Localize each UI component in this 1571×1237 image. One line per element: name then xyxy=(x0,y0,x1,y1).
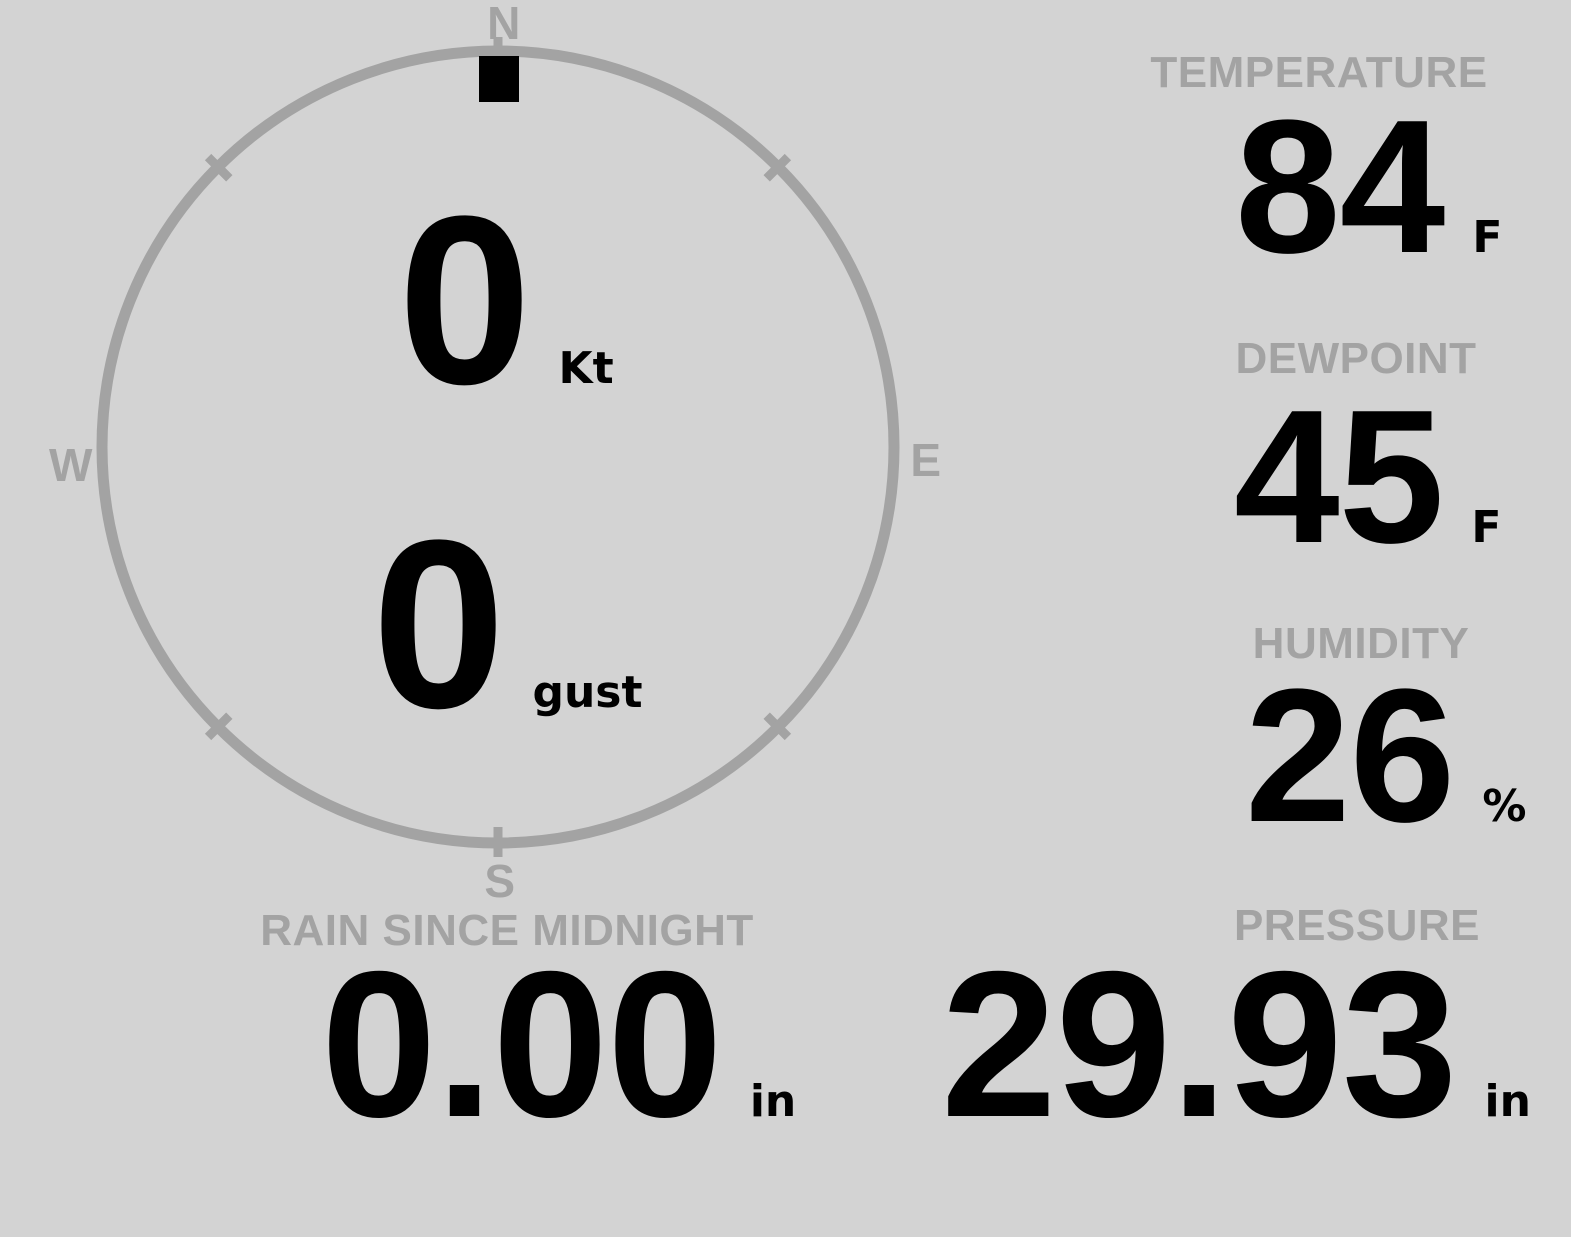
pressure-unit: in xyxy=(1484,1076,1531,1127)
wind-gust-value-row: 0 gust xyxy=(372,504,643,744)
rain-unit: in xyxy=(749,1076,797,1127)
pressure-value-row: 29.93 in xyxy=(941,941,1531,1149)
compass-ring-graphic xyxy=(96,37,900,857)
compass-label-west: W xyxy=(49,439,93,491)
pressure-value: 29.93 xyxy=(941,929,1458,1161)
dewpoint-value-row: 45 F xyxy=(1234,382,1501,572)
pressure-label: PRESSURE xyxy=(1233,901,1481,950)
humidity-value-row: 26% xyxy=(1245,661,1526,851)
wind-speed-value-row: 0 Kt xyxy=(398,180,614,420)
wind-speed-unit: Kt xyxy=(558,343,614,394)
wind-direction-marker-icon xyxy=(479,56,519,102)
temperature-value: 84 xyxy=(1235,81,1445,293)
compass-ring xyxy=(96,45,900,849)
rain-label: RAIN SINCE MIDNIGHT xyxy=(260,906,754,955)
dewpoint-unit: F xyxy=(1471,502,1502,553)
dewpoint-label: DEWPOINT xyxy=(1235,334,1477,383)
humidity-value: 26 xyxy=(1245,650,1455,862)
humidity-label: HUMIDITY xyxy=(1252,619,1470,668)
humidity-unit: % xyxy=(1482,781,1527,832)
compass-label-north: N xyxy=(487,0,521,49)
dewpoint-value: 45 xyxy=(1234,371,1444,583)
temperature-unit: F xyxy=(1472,212,1503,263)
compass-label-south: S xyxy=(484,855,516,907)
wind-speed-value: 0 xyxy=(398,166,531,434)
rain-value-row: 0.00 in xyxy=(321,941,796,1149)
wind-gust-unit: gust xyxy=(532,667,643,718)
compass-label-east: E xyxy=(910,434,942,486)
wind-gust-value: 0 xyxy=(372,490,505,758)
temperature-label: TEMPERATURE xyxy=(1150,48,1488,97)
temperature-value-row: 84 F xyxy=(1235,92,1502,282)
rain-value: 0.00 xyxy=(321,929,723,1161)
